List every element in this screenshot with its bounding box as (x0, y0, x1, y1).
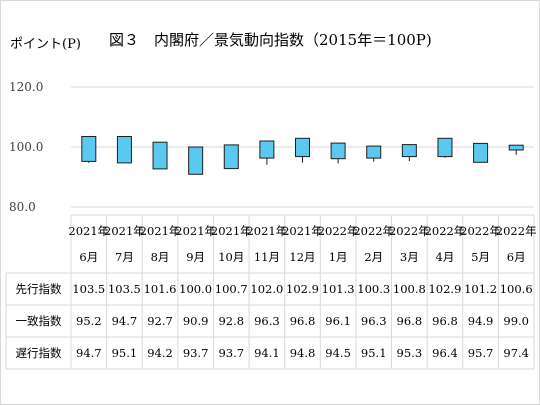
data-label: 94.2 (147, 346, 173, 360)
data-label: 94.7 (76, 346, 102, 360)
x-tick-month: 7月 (115, 250, 134, 264)
x-tick-year: 2022年 (318, 224, 359, 238)
data-label: 95.1 (112, 346, 138, 360)
x-tick-year: 2021年 (104, 224, 145, 238)
data-label: 97.4 (503, 346, 529, 360)
x-tick-year: 2021年 (282, 224, 323, 238)
candle-box (473, 142, 489, 163)
candle-box (259, 140, 275, 159)
data-label: 99.0 (503, 314, 529, 328)
data-label: 92.7 (147, 314, 173, 328)
data-label: 100.0 (179, 282, 212, 296)
y-tick-label: 100.0 (9, 140, 43, 154)
x-tick-year: 2022年 (460, 224, 501, 238)
y-axis-label: ポイント(P) (10, 37, 81, 52)
data-label: 103.5 (108, 282, 141, 296)
x-tick-year: 2022年 (496, 224, 537, 238)
data-label: 100.3 (357, 282, 390, 296)
data-label: 90.9 (183, 314, 209, 328)
x-tick-month: 6月 (507, 250, 526, 264)
x-tick-month: 10月 (218, 250, 244, 264)
data-label: 93.7 (218, 346, 244, 360)
data-label: 100.8 (393, 282, 426, 296)
data-label: 96.3 (254, 314, 280, 328)
x-tick-year: 2022年 (389, 224, 430, 238)
data-label: 92.8 (218, 314, 244, 328)
candle-box (401, 144, 417, 158)
candle-box (366, 145, 382, 159)
series-name: 遅行指数 (16, 346, 62, 360)
series-name: 一致指数 (16, 314, 62, 328)
data-label: 94.9 (468, 314, 494, 328)
data-label: 101.2 (464, 282, 497, 296)
x-tick-month: 4月 (436, 250, 455, 264)
chart-title: 図３ 内閣府／景気動向指数（2015年＝100P) (109, 31, 432, 49)
data-label: 102.0 (250, 282, 283, 296)
y-tick-label: 120.0 (9, 80, 43, 94)
candle-box (81, 136, 97, 162)
data-label: 101.3 (322, 282, 355, 296)
data-label: 95.1 (361, 346, 387, 360)
x-tick-year: 2022年 (353, 224, 394, 238)
data-label: 95.3 (397, 346, 423, 360)
candle-box (295, 137, 310, 158)
x-tick-year: 2022年 (425, 224, 466, 238)
data-label: 102.9 (428, 282, 461, 296)
x-tick-month: 9月 (186, 250, 205, 264)
data-label: 95.7 (468, 346, 494, 360)
data-label: 96.8 (432, 314, 458, 328)
data-label: 101.6 (144, 282, 177, 296)
data-label: 96.1 (325, 314, 351, 328)
candle-box (223, 144, 239, 170)
data-label: 95.2 (76, 314, 102, 328)
data-label: 102.9 (286, 282, 319, 296)
data-label: 94.1 (254, 346, 280, 360)
x-tick-year: 2021年 (175, 224, 216, 238)
x-tick-year: 2021年 (246, 224, 287, 238)
x-tick-month: 2月 (364, 250, 383, 264)
series-name: 先行指数 (16, 282, 62, 296)
data-label: 93.7 (183, 346, 209, 360)
candle-box (437, 137, 453, 158)
x-tick-year: 2021年 (211, 224, 252, 238)
data-label: 96.3 (361, 314, 387, 328)
data-label: 96.8 (397, 314, 423, 328)
x-tick-year: 2021年 (140, 224, 181, 238)
x-tick-month: 11月 (254, 250, 280, 264)
x-tick-month: 6月 (79, 250, 98, 264)
x-tick-month: 5月 (471, 250, 490, 264)
data-label: 96.8 (290, 314, 316, 328)
data-label: 100.6 (500, 282, 533, 296)
candle-box (188, 146, 204, 175)
x-tick-month: 1月 (329, 250, 348, 264)
x-tick-month: 8月 (151, 250, 170, 264)
data-label: 96.4 (432, 346, 458, 360)
data-label: 94.7 (112, 314, 138, 328)
x-tick-month: 12月 (289, 250, 315, 264)
y-tick-label: 80.0 (9, 200, 36, 214)
data-label: 100.7 (215, 282, 248, 296)
x-tick-year: 2021年 (68, 224, 109, 238)
candle-box (508, 144, 524, 151)
data-label: 103.5 (72, 282, 105, 296)
x-tick-month: 3月 (400, 250, 419, 264)
data-label: 94.8 (290, 346, 316, 360)
data-label: 94.5 (325, 346, 351, 360)
candle-box (116, 136, 132, 164)
candle-box (330, 142, 346, 160)
candle-box (152, 141, 168, 170)
